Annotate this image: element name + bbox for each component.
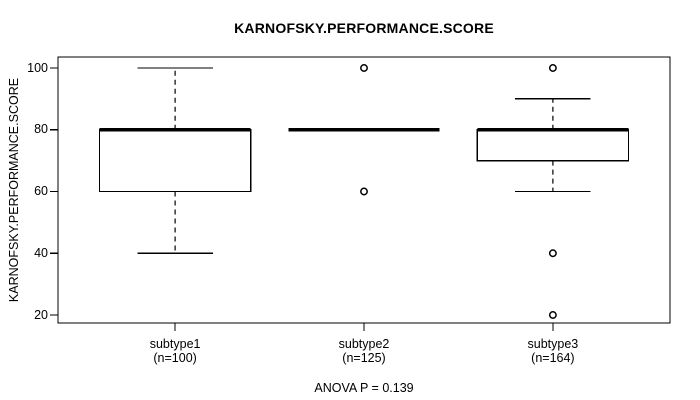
outlier-point: [548, 311, 557, 319]
outlier-point: [548, 249, 557, 258]
outlier-point: [360, 64, 368, 72]
outlier-point: [360, 187, 368, 196]
y-tick-label-40: 40: [34, 245, 48, 260]
chart-title: KARNOFSKY.PERFORMANCE.SCORE: [234, 20, 494, 36]
x-category-label-subtype1: subtype1 (n=100): [95, 337, 255, 365]
box-subtype3: [476, 129, 630, 162]
anova-annotation: ANOVA P = 0.139: [314, 381, 414, 395]
category-name: subtype2: [338, 337, 390, 351]
category-count: (n=164): [531, 351, 575, 365]
category-name: subtype3: [527, 337, 579, 351]
category-count: (n=100): [153, 351, 197, 365]
y-tick-label-100: 100: [27, 60, 48, 75]
x-category-label-subtype3: subtype3 (n=164): [473, 337, 633, 365]
x-category-label-subtype2: subtype2 (n=125): [284, 337, 444, 365]
box-subtype1: [98, 129, 252, 193]
category-count: (n=125): [342, 351, 386, 365]
y-tick-label-60: 60: [34, 184, 48, 198]
y-tick-label-20: 20: [34, 307, 48, 322]
y-tick-label-80: 80: [34, 122, 48, 137]
outlier-point: [548, 64, 557, 72]
category-name: subtype1: [149, 337, 201, 351]
